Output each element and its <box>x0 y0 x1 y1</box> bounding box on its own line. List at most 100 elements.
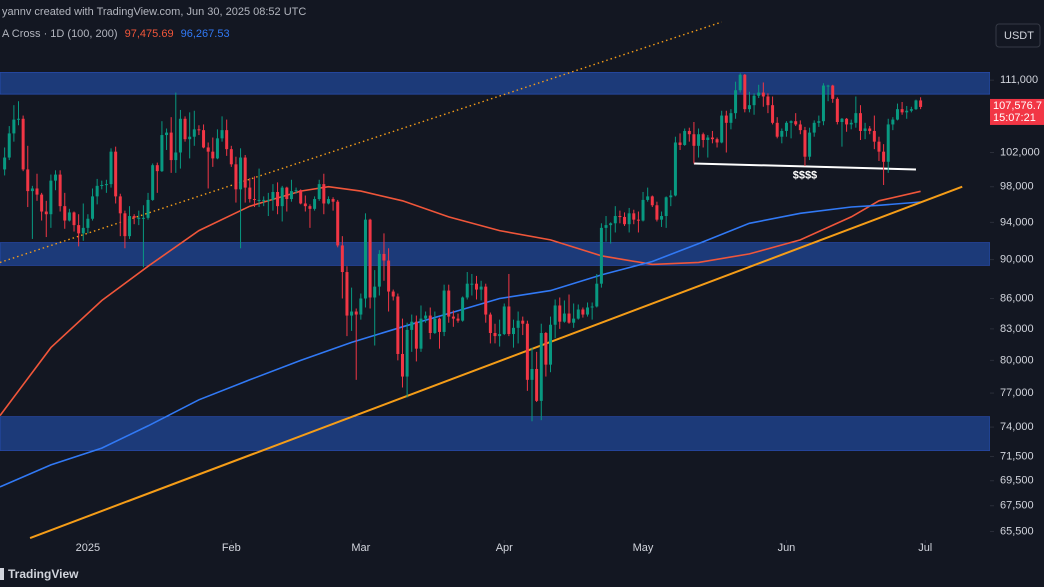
candle-body <box>729 113 733 123</box>
candle-body <box>21 118 25 170</box>
candle-body <box>692 134 696 146</box>
candle-body <box>817 121 821 123</box>
candle-body <box>100 184 104 186</box>
candle-body <box>169 132 173 161</box>
candle-body <box>812 122 816 133</box>
candle-body <box>58 174 62 207</box>
candle-body <box>854 113 858 123</box>
candle-body <box>572 318 576 323</box>
candle-body <box>701 134 705 141</box>
candle-body <box>775 122 779 137</box>
candle-body <box>350 311 354 316</box>
candle-body <box>798 124 802 131</box>
candle-body <box>715 139 719 143</box>
candle-body <box>266 199 270 201</box>
candle-body <box>872 130 876 142</box>
candle-body <box>414 321 418 349</box>
candle-body <box>428 315 432 333</box>
candle-body <box>914 100 918 110</box>
candle-body <box>484 286 488 315</box>
candle-body <box>377 253 381 287</box>
candle-body <box>437 318 441 332</box>
price-tag-label: 107,576.7 <box>993 100 1042 112</box>
candle-body <box>655 205 659 220</box>
candle-body <box>465 283 469 298</box>
candle-body <box>54 174 58 181</box>
candle-body <box>248 187 252 200</box>
candle-body <box>678 142 682 145</box>
candle-body <box>387 260 391 292</box>
candle-body <box>114 151 118 197</box>
candle-body <box>636 219 640 221</box>
candle-body <box>178 118 182 153</box>
candle-body <box>197 129 201 131</box>
brand: TradingView <box>8 567 79 581</box>
candle-body <box>202 130 206 148</box>
candle-body <box>322 184 326 204</box>
candle-body <box>877 141 881 152</box>
candle-body <box>919 100 923 107</box>
candle-body <box>229 149 233 165</box>
candle-body <box>535 368 539 401</box>
candle-body <box>604 225 608 228</box>
candle-body <box>3 157 7 170</box>
candle-body <box>724 115 728 123</box>
candle-body <box>447 290 451 317</box>
candle-body <box>544 332 548 365</box>
candle-body <box>900 109 904 113</box>
candle-body <box>317 184 321 200</box>
candle-body <box>280 187 284 207</box>
candle-body <box>562 313 566 322</box>
candle-body <box>354 311 358 315</box>
candle-body <box>766 96 770 106</box>
candle-body <box>128 216 132 237</box>
candle-body <box>720 115 724 143</box>
candle-body <box>771 105 775 123</box>
zone <box>0 72 990 95</box>
candle-body <box>239 157 243 190</box>
candle-body <box>132 216 136 218</box>
candle-body <box>63 206 67 221</box>
candle-body <box>669 195 673 198</box>
y-tick-label: 111,000 <box>1000 74 1038 86</box>
candle-body <box>863 128 867 131</box>
candle-body <box>512 327 516 335</box>
candle-body <box>586 307 590 315</box>
candle-body <box>336 201 340 246</box>
x-tick-label: Mar <box>351 542 370 554</box>
candle-body <box>507 306 511 335</box>
candle-body <box>137 217 141 219</box>
candle-body <box>49 180 53 215</box>
candle-body <box>285 187 289 200</box>
candle-body <box>345 272 349 316</box>
candle-body <box>215 138 219 159</box>
candle-body <box>26 169 30 192</box>
candle-body <box>456 318 460 321</box>
price-tag-countdown: 15:07:21 <box>993 112 1036 124</box>
candle-body <box>627 213 631 225</box>
candle-body <box>155 165 159 172</box>
candle-body <box>650 196 654 206</box>
candle-body <box>831 85 835 99</box>
candle-body <box>613 216 617 224</box>
candle-body <box>141 217 145 219</box>
candle-body <box>109 151 113 185</box>
candle-body <box>821 85 825 122</box>
x-tick-label: Apr <box>496 542 513 554</box>
candle-body <box>886 124 890 162</box>
candle-body <box>359 298 363 315</box>
candle-body <box>308 206 312 209</box>
axes: 111,000 102,000 98,000 94,000 90,000 86,000 83… <box>76 74 1044 554</box>
annotation: $$$$ <box>793 169 817 181</box>
candle-body <box>294 190 298 192</box>
candle-body <box>747 105 751 110</box>
candle-body <box>340 245 344 273</box>
y-tick-label: 67,500 <box>1000 500 1034 512</box>
price-tag <box>990 98 1044 125</box>
candle-body <box>276 191 280 207</box>
candle-body <box>660 216 664 220</box>
candle-body <box>803 130 807 157</box>
candle-body <box>623 216 627 225</box>
candle-body <box>664 197 668 217</box>
